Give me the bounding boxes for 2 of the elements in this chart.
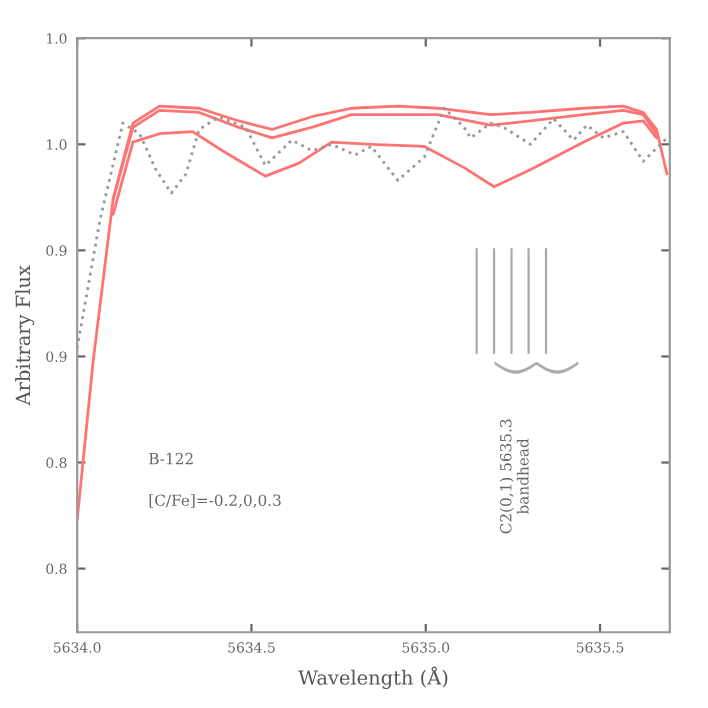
x-axis-title: Wavelength (Å) <box>298 666 448 689</box>
y-axis-title: Arbitrary Flux <box>15 265 35 406</box>
